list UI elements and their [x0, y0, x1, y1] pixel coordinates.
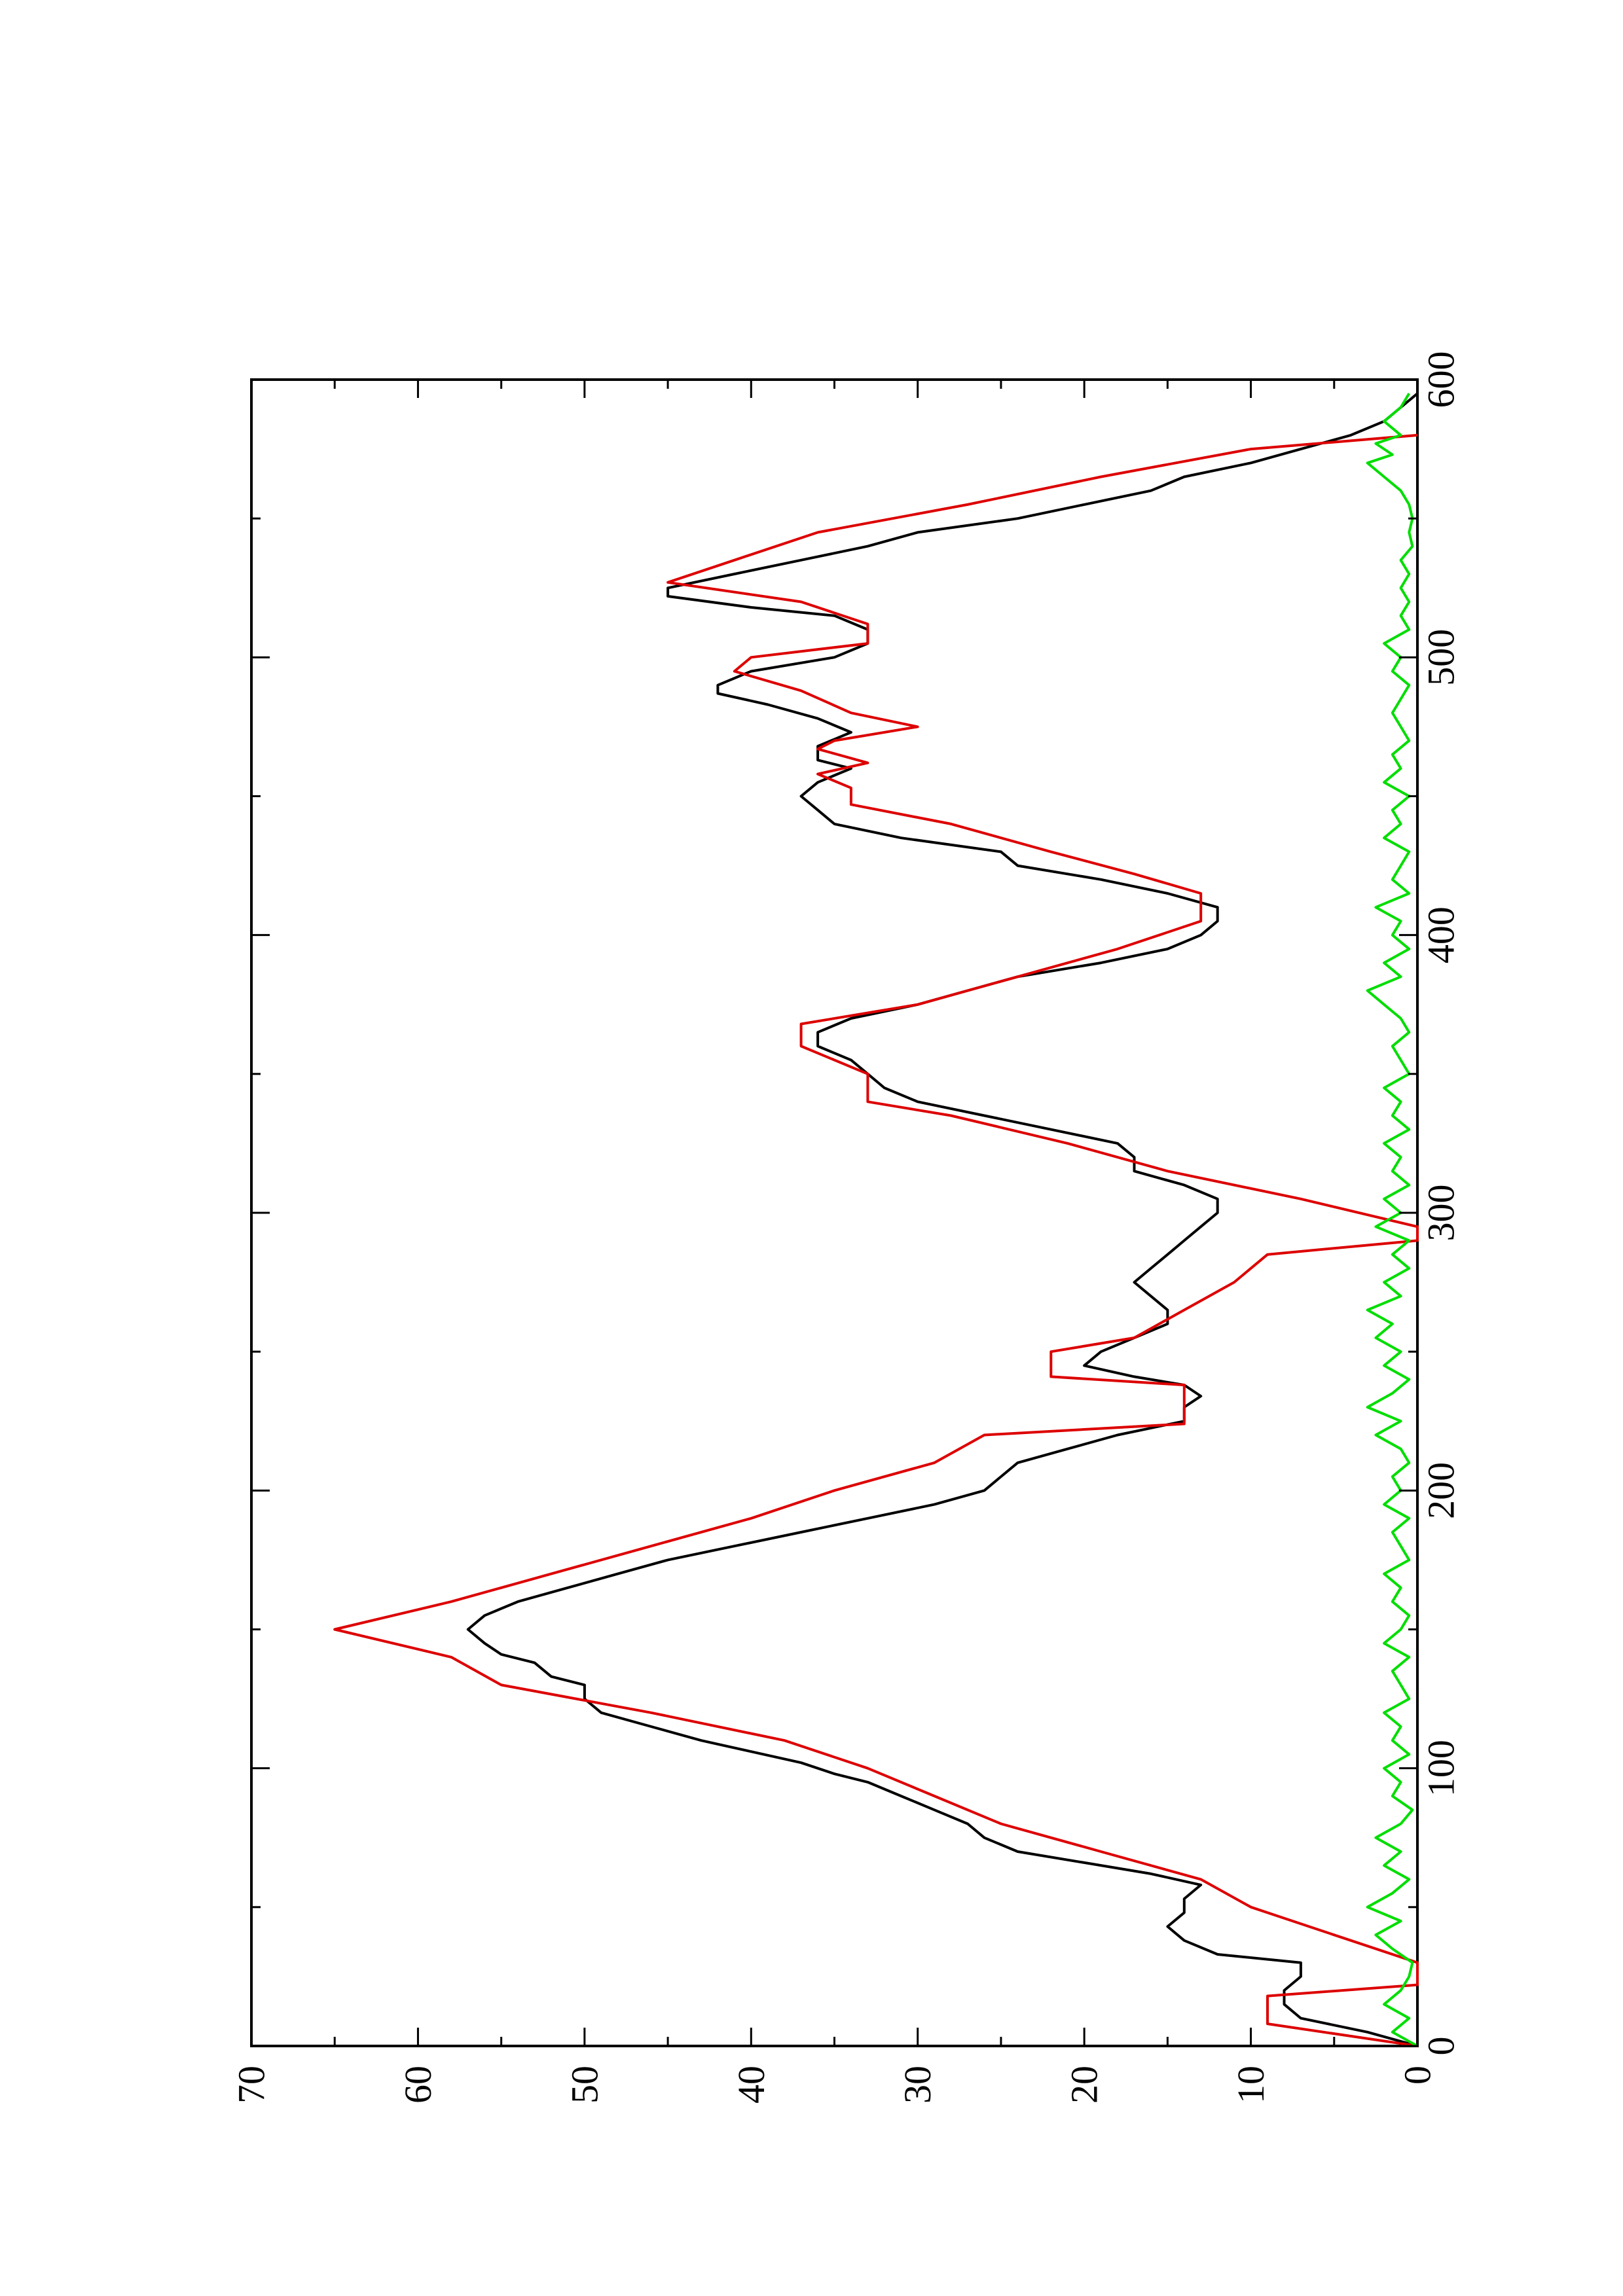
y-tick-label: 60	[397, 2066, 439, 2104]
y-tick-label: 20	[1063, 2066, 1106, 2104]
y-tick-label: 0	[1396, 2066, 1439, 2085]
y-tick-label: 40	[730, 2066, 773, 2104]
tick-label-layer: 0 100 200 300 400 500 600 0 10 20 30 40 50 60 70	[230, 351, 1463, 2104]
x-tick-label: 200	[1420, 1462, 1463, 1519]
plot-area-frame	[250, 378, 1419, 2047]
y-tick-label: 70	[230, 2066, 273, 2104]
y-tick-label: 30	[896, 2066, 939, 2104]
x-tick-label: 100	[1420, 1740, 1463, 1797]
x-tick-label: 0	[1420, 2037, 1463, 2056]
series-layer	[333, 392, 1419, 2047]
x-tick-label: 600	[1420, 351, 1463, 408]
x-tick-label: 300	[1420, 1185, 1463, 1242]
series-line-1	[466, 392, 1419, 2047]
x-tick-label: 500	[1420, 629, 1463, 686]
x-tick-label: 400	[1420, 906, 1463, 963]
series-line-2	[333, 433, 1419, 2047]
y-tick-label: 50	[563, 2066, 606, 2104]
tick-layer	[250, 378, 1419, 2047]
y-tick-label: 10	[1230, 2066, 1272, 2104]
